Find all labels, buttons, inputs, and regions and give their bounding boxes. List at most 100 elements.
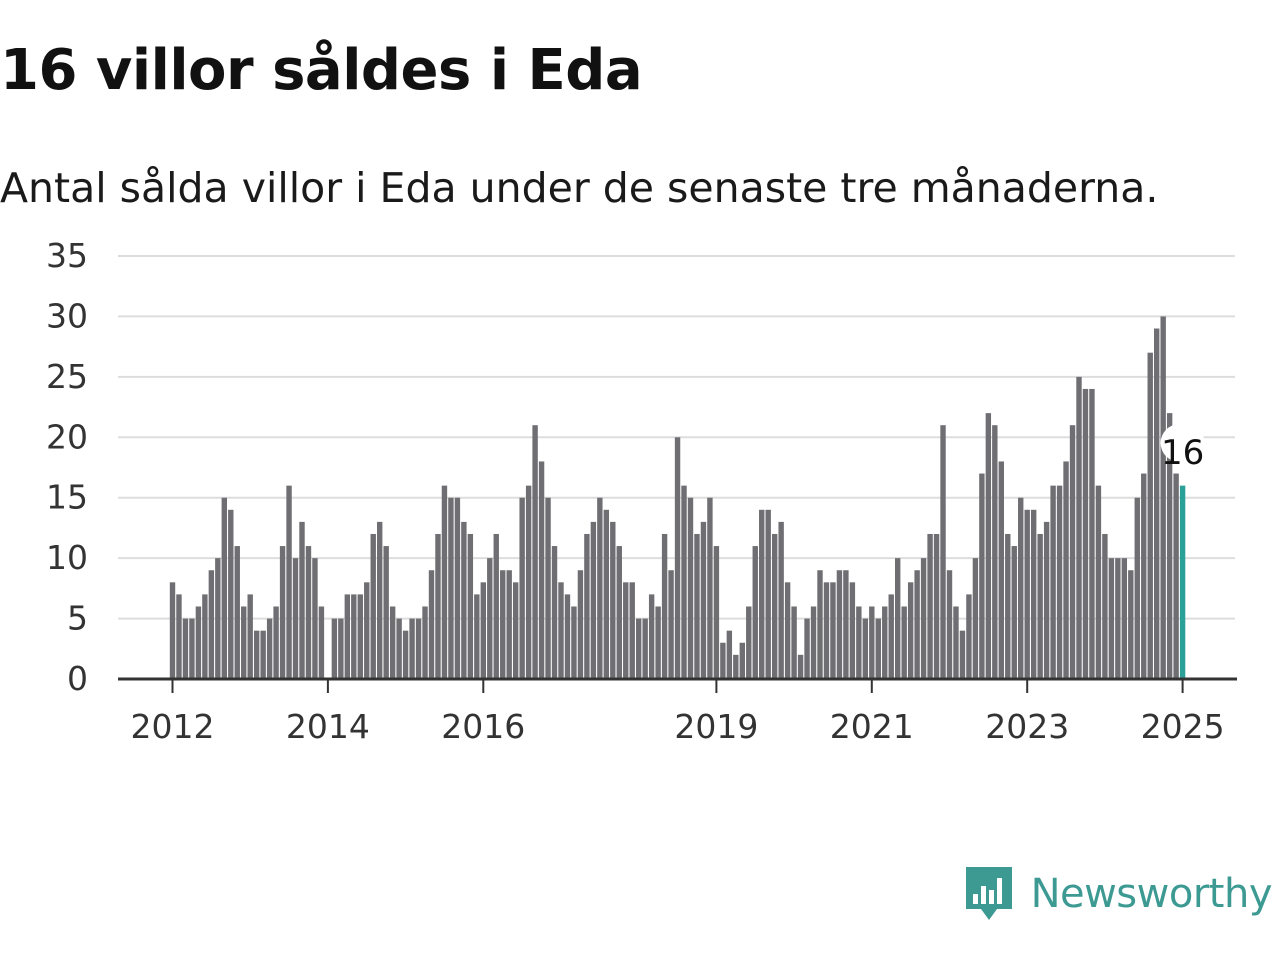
y-tick-label: 10 [46,538,88,577]
bar [221,497,227,679]
bar [338,618,344,679]
bar [1082,388,1089,679]
bar [590,521,597,679]
bar [234,546,240,679]
bar [674,437,681,679]
newsworthy-logo[interactable]: Newsworthy [963,864,1273,924]
bar [422,606,428,679]
bar [907,582,914,679]
bar [318,606,325,679]
bar [182,618,189,679]
bar [279,546,286,679]
data-label: 16 [1161,433,1204,473]
x-tick-label: 2012 [131,707,215,746]
bar [1102,533,1108,679]
bar [797,654,804,679]
bar [739,642,745,679]
bar [610,521,616,679]
bar [1134,497,1140,679]
bar [195,606,202,679]
bar [1056,485,1063,679]
bar [487,558,493,679]
bar [506,570,512,679]
bar [843,570,849,679]
bar [603,509,610,679]
bar [940,425,946,679]
bar [707,497,713,679]
bar [895,558,901,679]
bar [836,570,843,679]
bar [402,630,409,679]
bar [253,630,260,679]
bar [532,425,538,679]
bar [933,533,940,679]
bar [791,606,797,679]
bar [558,582,564,679]
bar [409,618,415,679]
bar [344,594,351,679]
bar [979,473,985,679]
bar [1121,558,1128,679]
bar [357,594,363,679]
bar [519,497,525,679]
bar [571,606,577,679]
bar [215,558,221,679]
chart-subtitle: Antal sålda villor i Eda under de senast… [0,164,1159,212]
bar [1108,558,1115,679]
bar [882,606,888,679]
bar [512,582,519,679]
bar [1076,376,1082,679]
bar [778,521,784,679]
bar [914,570,920,679]
bar [1043,521,1050,679]
x-tick-label: 2014 [286,707,370,746]
bar [176,594,182,679]
bar [260,630,266,679]
bar [480,582,486,679]
x-tick-label: 2019 [674,707,758,746]
bar [1095,485,1102,679]
bar [1160,316,1166,679]
bar [1030,509,1037,679]
bar [577,570,584,679]
bar [869,606,875,679]
bar [331,618,338,679]
bar [299,521,305,679]
bar [551,546,558,679]
bar [849,582,856,679]
bar [830,582,836,679]
bar [448,497,454,679]
bar [784,582,791,679]
bar [370,533,376,679]
bar [901,606,907,679]
bar [564,594,571,679]
x-tick-label: 2021 [830,707,914,746]
bar [1018,497,1024,679]
bar [1011,546,1017,679]
bar [500,570,506,679]
bar [597,497,603,679]
bar [726,630,733,679]
bar [474,594,480,679]
bar [992,425,998,679]
bar [208,570,215,679]
brand-name: Newsworthy [1030,871,1273,917]
bar [351,594,357,679]
bar [415,618,422,679]
bar [733,654,739,679]
bar-highlight [1179,485,1186,679]
bar [985,413,992,679]
bar [1141,473,1147,679]
bar [765,509,771,679]
bar [920,558,927,679]
bar [389,606,396,679]
bar [428,570,435,679]
bar [266,618,273,679]
y-tick-label: 0 [67,659,88,698]
y-tick-label: 20 [46,417,88,456]
bar [623,582,629,679]
bar [668,570,674,679]
bar [655,606,661,679]
bar [1089,388,1095,679]
